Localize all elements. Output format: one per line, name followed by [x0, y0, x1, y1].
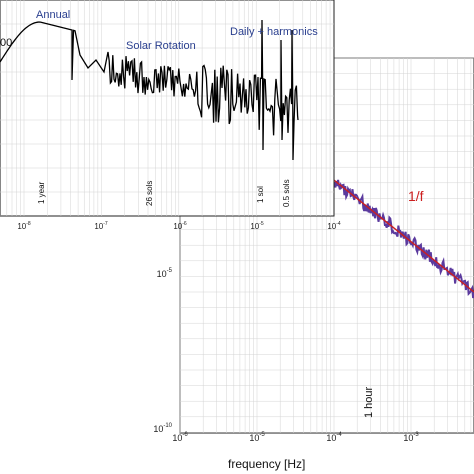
inset-panel: 10-8 10-7 10-6 10-5 10-4 00 Annual Solar… — [0, 0, 341, 231]
inset-spectrum-line — [0, 19, 299, 161]
one-sol-label: 1 sol — [256, 186, 265, 203]
inset-xtick-1e-5: 10-5 — [250, 221, 264, 231]
daily-harmonics-label: Daily + harmonics — [230, 26, 318, 38]
main-xtick-1e-5: 10-5 — [249, 432, 265, 443]
inset-xtick-1e-4: 10-4 — [327, 221, 341, 231]
x-axis-label: frequency [Hz] — [228, 457, 305, 471]
one-year-label: 1 year — [37, 181, 46, 204]
sols26-label: 26 sols — [145, 181, 154, 206]
half-sol-label: 0.5 sols — [282, 179, 291, 207]
main-xtick-1e-6: 10-6 — [172, 432, 188, 443]
inset-xtick-1e-6: 10-6 — [173, 221, 187, 231]
annual-label: Annual — [36, 9, 70, 21]
inset-xtick-1e-8: 10-8 — [17, 221, 31, 231]
main-xtick-1e-3: 10-3 — [403, 432, 419, 443]
main-xtick-1e-4: 10-4 — [326, 432, 342, 443]
inset-xtick-1e-7: 10-7 — [94, 221, 108, 231]
main-ytick-1e-5: 10-5 — [157, 268, 173, 279]
solar-rotation-label: Solar Rotation — [126, 40, 196, 52]
main-ytick-1e-10: 10-10 — [153, 423, 172, 434]
inset-grid — [0, 0, 334, 216]
one-hour-label: 1 hour — [363, 386, 375, 418]
main-y-ticks: 10-5 10-10 — [153, 268, 172, 434]
inset-ylabel-fragment: 00 — [0, 37, 12, 49]
main-x-ticks: 10-6 10-5 10-4 10-3 — [172, 432, 419, 443]
one-over-f-label: 1/f — [408, 188, 424, 204]
inset-x-ticks: 10-8 10-7 10-6 10-5 10-4 — [17, 221, 341, 231]
